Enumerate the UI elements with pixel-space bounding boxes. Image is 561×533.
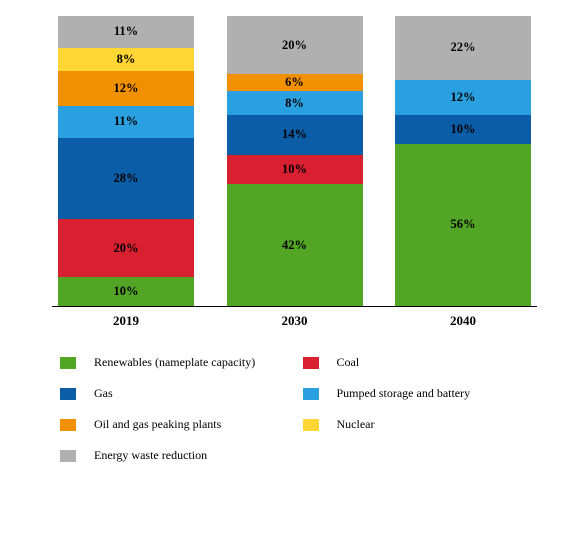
legend-label: Pumped storage and battery [337,386,471,401]
segment-pumped_storage_battery: 11% [58,106,194,138]
x-axis-labels: 2019 2030 2040 [52,307,537,329]
legend-item-nuclear: Nuclear [303,417,538,432]
legend-item-renewables: Renewables (nameplate capacity) [60,355,295,370]
chart-page: 10%20%28%11%12%8%11%42%10%14%8%6%20%56%1… [0,0,561,533]
segment-coal: 20% [58,219,194,277]
segment-pumped_storage_battery: 12% [395,80,531,115]
segment-gas: 10% [395,115,531,144]
segment-energy_waste_reduction: 11% [58,16,194,48]
segment-oil_gas_peaking: 6% [227,74,363,91]
segment-renewables: 10% [58,277,194,306]
segment-nuclear: 8% [58,48,194,71]
legend-swatch-oil_gas_peaking [60,419,76,431]
legend-swatch-gas [60,388,76,400]
segment-gas: 14% [227,115,363,156]
x-label-2030: 2030 [227,313,363,329]
bar-2040: 56%10%12%22% [395,16,531,306]
legend-item-coal: Coal [303,355,538,370]
legend-label: Renewables (nameplate capacity) [94,355,255,370]
segment-pumped_storage_battery: 8% [227,91,363,114]
legend: Renewables (nameplate capacity) Coal Gas Pu… [52,355,537,463]
plot-area: 10%20%28%11%12%8%11%42%10%14%8%6%20%56%1… [52,16,537,307]
segment-energy_waste_reduction: 20% [227,16,363,74]
segment-renewables: 42% [227,184,363,306]
legend-label: Oil and gas peaking plants [94,417,221,432]
legend-label: Gas [94,386,113,401]
legend-swatch-energy_waste_reduction [60,450,76,462]
legend-item-oil_gas_peaking: Oil and gas peaking plants [60,417,295,432]
legend-label: Energy waste reduction [94,448,207,463]
x-label-2040: 2040 [395,313,531,329]
legend-label: Nuclear [337,417,375,432]
legend-item-gas: Gas [60,386,295,401]
segment-oil_gas_peaking: 12% [58,71,194,106]
legend-swatch-nuclear [303,419,319,431]
segment-gas: 28% [58,138,194,219]
legend-swatch-pumped_storage_battery [303,388,319,400]
legend-swatch-renewables [60,357,76,369]
bars-container: 10%20%28%11%12%8%11%42%10%14%8%6%20%56%1… [52,16,537,306]
segment-renewables: 56% [395,144,531,306]
segment-coal: 10% [227,155,363,184]
bar-2030: 42%10%14%8%6%20% [227,16,363,306]
legend-item-pumped_storage_battery: Pumped storage and battery [303,386,538,401]
legend-label: Coal [337,355,360,370]
x-label-2019: 2019 [58,313,194,329]
legend-swatch-coal [303,357,319,369]
segment-energy_waste_reduction: 22% [395,16,531,80]
bar-2019: 10%20%28%11%12%8%11% [58,16,194,306]
legend-item-energy_waste_reduction: Energy waste reduction [60,448,295,463]
